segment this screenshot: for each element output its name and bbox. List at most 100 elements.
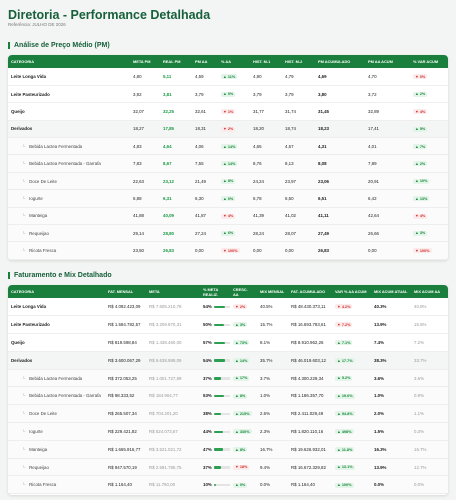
table-cell: 32,61 [192, 102, 218, 121]
indent-icon: └ [22, 375, 26, 381]
table-row: └ Bebida Lactea Fermentada 4,83 4,64 4,06 ▲ 1… [8, 137, 448, 156]
trend-badge: ▼ 18% [233, 464, 250, 470]
cell-text: R$ 6.638.989,09 [149, 357, 182, 363]
trend-badge: ▲ 11.8% [335, 447, 355, 453]
trend-badge: ▲ 6% [221, 230, 236, 236]
table-cell: ▲ 6% [218, 224, 250, 243]
cell-text: 32,89 [368, 108, 379, 114]
indent-icon: └ [22, 428, 26, 434]
trend-badge: ▲ 0% [233, 482, 248, 488]
cell-text: Iogurte [29, 428, 43, 434]
table-cell: R$ 48.430.373,11 [288, 298, 332, 317]
table-cell: 3,79 [282, 85, 315, 104]
table-cell: 31,74 [282, 102, 315, 121]
trend-badge: ▼ 2% [233, 304, 248, 310]
table-cell: ▲ 0% [218, 85, 250, 104]
cell-text: 3,80 [318, 91, 327, 97]
table-cell: ▲ 3% [230, 315, 257, 335]
cell-text: 1.0% [260, 393, 271, 399]
table-cell: └ Manteiga [8, 207, 130, 226]
indent-icon: └ [22, 464, 26, 470]
table-cell: ▲ 10% [410, 172, 448, 191]
trend-badge: ▲ 8% [233, 447, 248, 453]
table-cell: 4,69 [315, 68, 365, 86]
table-cell: ▼ 7.2% [332, 315, 371, 335]
table-cell: 28,24 [250, 224, 282, 243]
table-cell: ▲ 13% [410, 189, 448, 208]
progress-fill [213, 377, 222, 380]
trend-badge: ▼ 7.2% [335, 322, 353, 328]
table-cell: 38.3% [371, 351, 411, 370]
column-header: PM ACUMULADO [315, 55, 365, 68]
table-row: Derivados 18,27 17,85 18,31 ▼ 2% 18,20 18,74 18… [8, 120, 448, 139]
table-cell: ▼ 18% [230, 458, 257, 477]
progress-fill [213, 323, 224, 327]
trend-badge: ▲ 498% [335, 429, 354, 435]
cell-text: 1.5% [374, 428, 385, 434]
column-header: CATEGORIA [8, 285, 105, 298]
cell-text: 2.0% [374, 411, 385, 417]
table-cell: 23,06 [315, 172, 365, 191]
table-cell: R$ 229.421,82 [105, 422, 146, 441]
table-cell: 4,79 [282, 68, 315, 86]
column-header: PM AA ACUM [365, 55, 410, 68]
cell-text: 18,20 [253, 126, 264, 132]
cell-text: 18,23 [318, 126, 329, 132]
table-cell: Derivados [8, 120, 130, 139]
table-cell: 54% [200, 351, 230, 370]
table-cell: R$ 524.073,67 [146, 422, 200, 441]
cell-text: R$ 1.820.110,16 [291, 428, 324, 434]
cell-text: 12.7% [414, 464, 427, 470]
progress-track [213, 412, 230, 416]
table-cell: 4,31 [315, 137, 365, 156]
cell-text: 13.9% [374, 464, 387, 470]
cell-text: 0.9% [414, 393, 425, 399]
table-cell: 3,72 [365, 85, 410, 104]
table-cell: ▲ 13.1% [332, 458, 371, 477]
table-cell: 4,64 [160, 137, 192, 156]
cell-text: R$ 2.591.785,75 [149, 464, 182, 470]
table-cell: └ Doce De Leite [8, 404, 105, 424]
table-cell: 4,57 [282, 137, 315, 156]
cell-text: 31,77 [253, 108, 264, 114]
table-cell: └ Iogurte [8, 422, 105, 441]
trend-badge: ▲ 13.1% [335, 464, 355, 470]
trend-badge: ▲ 7.1% [335, 340, 353, 346]
table-cell: 13.9% [371, 458, 411, 477]
cell-text: 4,69 [318, 73, 327, 79]
table-cell: 15.6% [411, 315, 448, 335]
table-cell: 32,25 [160, 102, 192, 121]
header-row: CATEGORIA META PM REAL PM PM AA% AA HIST. M-… [8, 55, 448, 68]
cell-text: 8.1% [260, 339, 271, 345]
cell-text: 26,83 [318, 248, 329, 254]
table-row: └ Requeijao 29,14 28,80 27,24 ▲ 6% 28,24 28,07 2… [8, 224, 448, 243]
table-cell: ▼ 4% [410, 207, 448, 226]
table-cell: └ Manteiga [8, 440, 105, 459]
cell-text: 3,79 [285, 91, 294, 97]
table-cell: ▲ 498% [332, 422, 371, 441]
table-cell: 8,08 [315, 154, 365, 173]
cell-text: R$ 8.910.962,26 [291, 339, 324, 345]
cell-text: R$ 704.201,20 [149, 411, 178, 417]
percent-label: 53% [203, 393, 212, 399]
table-cell: 3.6% [371, 369, 411, 388]
table-cell: 23,12 [160, 172, 192, 191]
table-cell: 41,02 [282, 207, 315, 226]
trend-badge: ▲ 3% [413, 230, 428, 236]
table-cell: └ Requeijao [8, 224, 130, 243]
cell-text: 16.3% [374, 446, 387, 452]
table-cell: └ Requeijao [8, 458, 105, 477]
trend-badge: ▲ 2% [413, 161, 428, 167]
cell-text: Ricota Fresca [29, 248, 57, 254]
percent-label: 10% [203, 482, 212, 488]
table-cell: ▼ 100% [218, 241, 250, 260]
table-cell: 7,83 [130, 154, 160, 173]
cell-text: Iogurte [29, 195, 43, 201]
table-cell: 8.1% [257, 333, 288, 352]
table-cell: ▼ 2% [218, 120, 250, 139]
table-cell: 24,24 [250, 172, 282, 191]
cell-text: Manteiga [29, 213, 48, 219]
table-card: CATEGORIA META PM REAL PM PM AA% AA HIST. M-… [8, 55, 448, 260]
cell-text: 0.0% [260, 482, 271, 488]
cell-text: 32,25 [163, 108, 174, 114]
